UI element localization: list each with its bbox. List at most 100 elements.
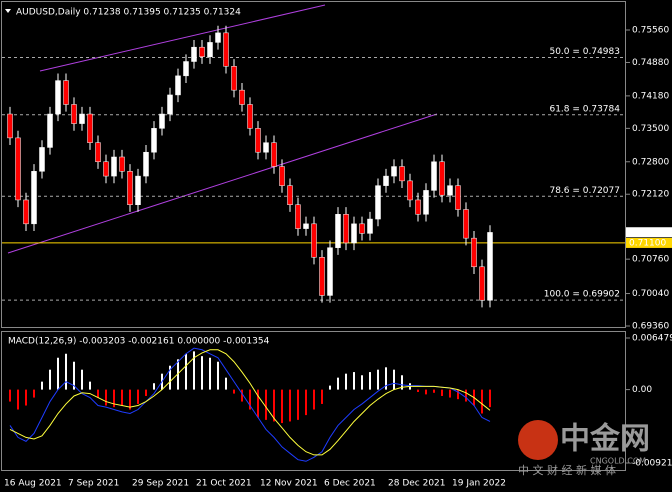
candle-body bbox=[191, 46, 197, 62]
candle-body bbox=[143, 151, 149, 177]
macd-line bbox=[9, 347, 491, 462]
x-tick-label: 6 Dec 2021 bbox=[324, 479, 376, 489]
x-tick-label: 12 Nov 2021 bbox=[260, 479, 318, 489]
macd-histogram bbox=[233, 389, 235, 394]
macd-histogram bbox=[185, 353, 187, 390]
candle-body bbox=[127, 171, 133, 205]
x-tick-label: 29 Sep 2021 bbox=[132, 479, 189, 489]
y-tick-label: 0.00 bbox=[632, 385, 652, 395]
macd-histogram bbox=[193, 351, 195, 390]
macd-histogram bbox=[401, 375, 403, 390]
macd-histogram bbox=[129, 389, 131, 410]
macd-histogram bbox=[81, 369, 83, 390]
y-tick-label: 0.74880 bbox=[632, 58, 669, 68]
candle-body bbox=[47, 113, 53, 148]
macd-histogram bbox=[25, 389, 27, 406]
macd-histogram bbox=[369, 372, 371, 390]
candle-body bbox=[487, 232, 493, 301]
macd-histogram bbox=[209, 357, 211, 390]
x-tick-label: 7 Sep 2021 bbox=[68, 479, 119, 489]
y-tick-label: 0.72800 bbox=[632, 157, 669, 167]
candle-body bbox=[15, 137, 21, 201]
macd-histogram bbox=[57, 357, 59, 390]
candle-body bbox=[103, 161, 109, 177]
candle-body bbox=[295, 204, 301, 229]
macd-histogram bbox=[305, 389, 307, 416]
price-tag-label: 0.71100 bbox=[629, 238, 666, 248]
candle-body bbox=[319, 257, 325, 296]
candle-body bbox=[167, 94, 173, 115]
y-tick-label: 0.72120 bbox=[632, 190, 669, 200]
y-tick-label: 0.73500 bbox=[632, 124, 669, 134]
fib-label: 50.0 = 0.74983 bbox=[549, 47, 620, 57]
candle-body bbox=[263, 142, 269, 153]
channel-lower bbox=[7, 113, 438, 254]
y-tick-label: 0.75560 bbox=[632, 26, 669, 36]
macd-histogram bbox=[273, 389, 275, 422]
main-title: AUDUSD,Daily 0.71238 0.71395 0.71235 0.7… bbox=[16, 8, 241, 18]
price-tag bbox=[626, 227, 672, 238]
y-tick-label: 0.006479 bbox=[632, 334, 672, 344]
macd-histogram bbox=[145, 389, 147, 396]
candle-body bbox=[463, 209, 469, 239]
candle-body bbox=[351, 223, 357, 244]
title-arrow bbox=[5, 9, 11, 13]
candle-body bbox=[479, 266, 485, 301]
candle-body bbox=[303, 223, 309, 229]
fib-label: 61.8 = 0.73784 bbox=[549, 104, 620, 114]
watermark-site: CNGOLD.COM bbox=[590, 457, 646, 466]
x-tick-label: 16 Aug 2021 bbox=[4, 479, 62, 489]
candle-body bbox=[159, 113, 165, 129]
y-tick-label: 0.69360 bbox=[632, 322, 669, 332]
macd-histogram bbox=[217, 361, 219, 390]
macd-histogram bbox=[481, 389, 483, 414]
macd-histogram bbox=[297, 389, 299, 420]
macd-histogram bbox=[65, 353, 67, 390]
candle-body bbox=[279, 166, 285, 186]
macd-histogram bbox=[169, 365, 171, 390]
candle-body bbox=[207, 42, 213, 57]
candle-body bbox=[327, 247, 333, 296]
macd-histogram bbox=[177, 359, 179, 390]
macd-histogram bbox=[241, 389, 243, 402]
macd-histogram bbox=[321, 389, 323, 404]
candle-body bbox=[471, 237, 477, 268]
candle-body bbox=[23, 199, 29, 225]
macd-histogram bbox=[105, 389, 107, 406]
candle-body bbox=[151, 128, 157, 153]
macd-histogram bbox=[345, 373, 347, 390]
candle-body bbox=[71, 104, 77, 124]
macd-histogram bbox=[417, 389, 419, 392]
macd-histogram bbox=[449, 389, 451, 398]
candle-body bbox=[239, 89, 245, 105]
macd-histogram bbox=[377, 369, 379, 390]
macd-title: MACD(12,26,9) -0.003203 -0.002161 0.0000… bbox=[8, 337, 270, 347]
macd-histogram bbox=[353, 372, 355, 390]
fib-label: 100.0 = 0.69902 bbox=[544, 290, 620, 300]
candle-body bbox=[79, 113, 85, 124]
macd-histogram bbox=[89, 381, 91, 390]
macd-histogram bbox=[137, 389, 139, 404]
candle-body bbox=[215, 32, 221, 43]
macd-histogram bbox=[361, 375, 363, 390]
macd-histogram bbox=[17, 389, 19, 410]
y-tick-label: -0.009215 bbox=[632, 459, 672, 469]
macd-histogram bbox=[201, 356, 203, 390]
macd-histogram bbox=[249, 389, 251, 410]
macd-histogram bbox=[393, 369, 395, 390]
x-tick-label: 28 Dec 2021 bbox=[388, 479, 446, 489]
macd-histogram bbox=[425, 389, 427, 395]
candle-body bbox=[343, 214, 349, 244]
candle-body bbox=[231, 66, 237, 91]
candle-body bbox=[431, 161, 437, 191]
macd-histogram bbox=[313, 389, 315, 410]
candle-body bbox=[183, 61, 189, 77]
macd-histogram bbox=[121, 389, 123, 406]
macd-histogram bbox=[153, 383, 155, 390]
candle-body bbox=[455, 185, 461, 210]
candle-body bbox=[407, 180, 413, 201]
candle-body bbox=[95, 142, 101, 163]
macd-histogram bbox=[113, 389, 115, 408]
candle-body bbox=[7, 113, 13, 139]
